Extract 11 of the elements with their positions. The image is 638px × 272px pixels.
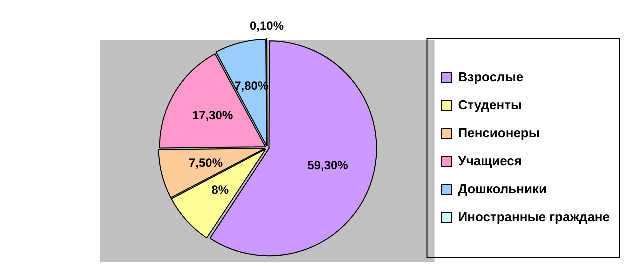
data-label: 0,10% xyxy=(250,18,284,33)
legend-label: Дошкольники xyxy=(458,182,548,197)
legend-label: Иностранные граждане xyxy=(458,210,610,225)
data-label: 8% xyxy=(212,182,230,197)
legend-label: Учащиеся xyxy=(458,154,522,169)
legend-label: Взрослые xyxy=(458,70,524,85)
legend-label: Пенсионеры xyxy=(458,126,540,141)
data-label: 7,50% xyxy=(189,156,224,170)
data-label: 59,30% xyxy=(308,158,349,173)
data-label: 17,30% xyxy=(192,108,234,122)
legend-label: Студенты xyxy=(458,98,522,113)
